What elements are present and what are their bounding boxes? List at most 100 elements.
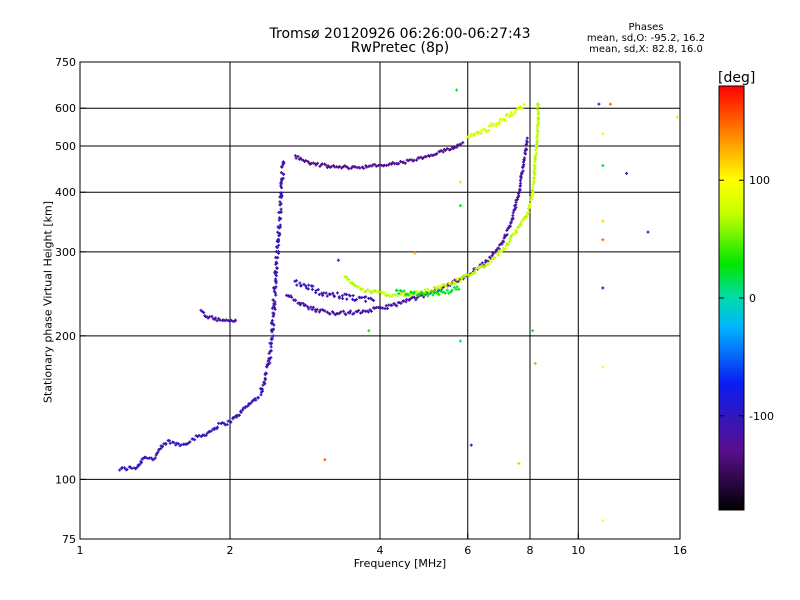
echo-point [274,250,278,254]
echo-point [275,266,279,270]
echo-point [513,108,517,112]
echo-point [271,321,275,325]
echo-point [467,136,471,140]
echo-point [271,298,275,302]
echo-point [535,138,539,142]
echo-point [272,323,276,327]
echo-point [439,289,443,293]
echo-point [329,165,333,169]
echo-point [364,295,368,299]
echo-point [331,311,335,315]
echo-point [239,410,243,414]
echo-point [431,293,435,297]
echo-point [499,117,503,121]
echo-point [506,242,510,246]
echo-point [278,195,282,199]
echo-point [348,309,352,313]
echo-point [533,158,537,162]
echo-point [280,165,284,169]
echo-point [348,294,352,298]
echo-point [444,148,448,152]
echo-point [321,293,325,297]
echo-point [276,230,280,234]
echo-point [226,319,230,323]
echo-point [455,88,459,92]
echo-point [176,442,180,446]
echo-point [269,356,273,360]
echo-point [271,311,275,315]
echo-point [345,275,349,279]
echo-point [262,380,266,384]
echo-point [304,303,308,307]
echo-point [225,423,229,427]
echo-point [415,289,419,293]
echo-point [486,129,490,133]
echo-point [531,190,535,194]
echo-point [328,312,332,316]
echo-point [229,420,233,424]
echo-point [311,161,315,165]
echo-point [287,295,291,299]
echo-point [479,131,483,135]
echo-point [278,200,282,204]
echo-point [536,116,540,120]
echo-point [274,285,278,289]
echo-point [311,305,315,309]
echo-point [401,291,405,295]
echo-point [193,438,197,442]
echo-point [522,156,526,160]
echo-point [265,365,269,369]
echo-point [403,161,407,165]
echo-point [293,154,297,158]
echo-point [378,163,382,167]
echo-point [278,223,282,227]
echo-point [345,297,349,301]
echo-point [444,284,448,288]
echo-point [353,283,357,287]
x-tick-label: 4 [377,544,384,557]
echo-point [335,291,339,295]
echo-point [310,308,314,312]
echo-point [279,207,283,211]
echo-point [277,233,281,237]
echo-point [485,130,489,134]
echo-point [498,243,502,247]
echo-point [318,164,322,168]
echo-point [524,147,528,151]
echo-point [404,300,408,304]
echo-point [399,293,403,297]
echo-point [597,102,601,106]
echo-point [487,258,491,262]
echo-point [513,232,517,236]
echo-point [351,294,355,298]
echo-point [366,288,370,292]
echo-point [520,171,524,175]
echo-point [436,284,440,288]
echo-point [455,285,459,289]
y-tick-label: 300 [55,246,76,259]
echo-point [480,261,484,265]
echo-point [293,298,297,302]
echo-point [282,161,286,165]
echo-point [277,251,281,255]
echo-point [443,291,447,295]
colorbar-tick-label: 0 [749,292,756,305]
echo-point [458,180,462,184]
echo-point [414,298,418,302]
echo-point [646,230,650,234]
echo-point [448,282,452,286]
echo-point [268,349,272,353]
echo-point [202,311,206,315]
echo-point [493,250,497,254]
echo-point [426,294,430,298]
echo-point [348,311,352,315]
echo-point [241,408,245,412]
echo-point [376,289,380,293]
echo-point [508,114,512,118]
echo-point [454,287,458,291]
echo-point [489,124,493,128]
echo-point [531,183,535,187]
echo-point [144,455,148,459]
echo-point [254,398,258,402]
echo-point [439,149,443,153]
